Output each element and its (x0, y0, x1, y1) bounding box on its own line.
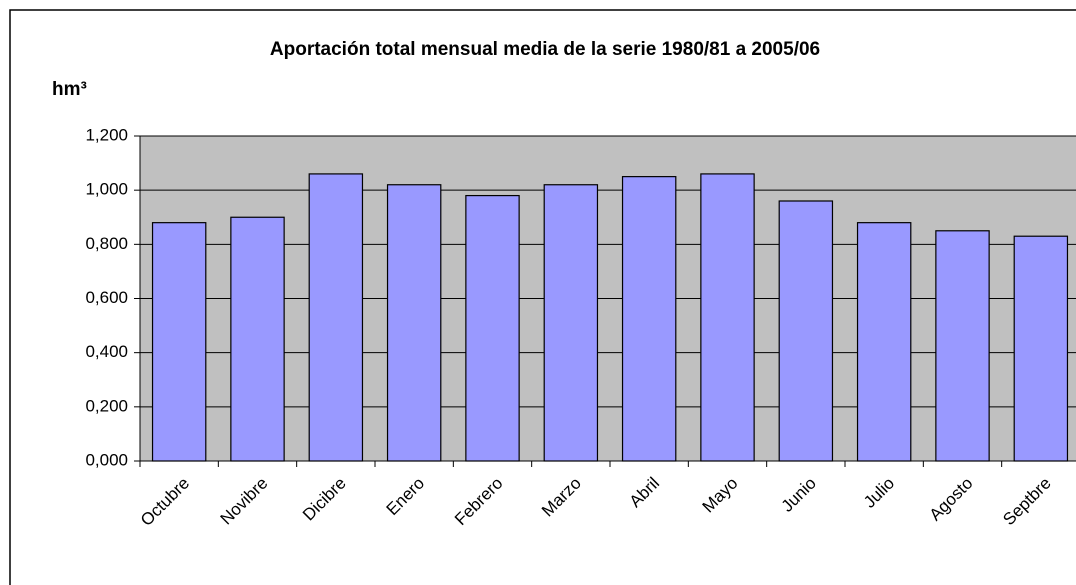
y-tick-label: 0,400 (85, 342, 128, 361)
y-tick-label: 1,200 (85, 125, 128, 144)
y-tick-label: 0,000 (85, 450, 128, 469)
bar (308, 173, 364, 462)
y-tick-label: 0,200 (85, 396, 128, 415)
bar (1013, 235, 1069, 462)
y-axis-label: hm³ (52, 79, 87, 100)
bar (700, 173, 755, 462)
bar (543, 184, 599, 462)
bar (856, 222, 912, 462)
bar (386, 184, 442, 462)
bar (778, 200, 834, 462)
bar (151, 222, 207, 462)
chart-title: Aportación total mensual media de la ser… (270, 39, 820, 60)
y-tick-label: 0,600 (85, 288, 128, 307)
y-tick-label: 0,800 (85, 234, 128, 253)
y-tick-label: 1,000 (85, 180, 128, 199)
bar (935, 230, 990, 462)
bar (230, 216, 285, 462)
bar (621, 176, 677, 462)
bar (465, 194, 520, 462)
